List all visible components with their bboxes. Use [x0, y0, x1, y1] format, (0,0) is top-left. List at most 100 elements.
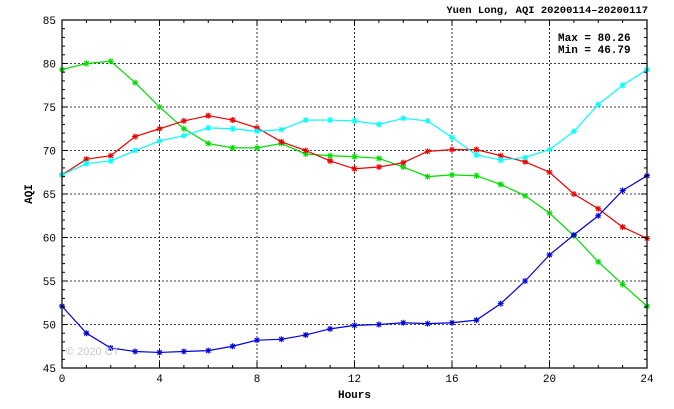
- data-point: [424, 117, 431, 124]
- x-tick-label: 20: [543, 374, 556, 386]
- data-point: [302, 117, 309, 124]
- data-point: [351, 322, 358, 329]
- data-point: [83, 330, 90, 337]
- data-point: [156, 349, 163, 356]
- data-point: [473, 151, 480, 158]
- data-point: [180, 348, 187, 355]
- data-point: [156, 104, 163, 110]
- data-point: [205, 347, 212, 354]
- data-point: [327, 117, 334, 124]
- stat-max: Max = 80.26: [558, 33, 631, 45]
- y-tick-label: 80: [43, 60, 56, 72]
- data-point: [254, 128, 260, 135]
- series-2: [59, 112, 650, 242]
- data-point: [595, 258, 602, 265]
- chart-title: Yuen Long, AQI 20200114–20200117: [446, 5, 648, 17]
- y-tick-label: 85: [43, 16, 56, 28]
- data-point: [595, 205, 602, 212]
- data-point: [546, 169, 553, 176]
- data-point: [497, 300, 504, 307]
- data-point: [302, 331, 309, 338]
- data-point: [595, 101, 602, 108]
- data-point: [473, 146, 480, 153]
- data-point: [619, 281, 626, 288]
- data-point: [473, 172, 480, 179]
- data-point: [229, 125, 236, 132]
- data-point: [351, 117, 358, 124]
- data-point: [497, 181, 504, 188]
- data-point: [229, 117, 236, 124]
- series-4: [59, 172, 650, 356]
- data-point: [302, 147, 309, 154]
- y-tick-label: 70: [43, 147, 56, 159]
- y-tick-label: 50: [43, 321, 56, 333]
- data-point: [375, 321, 382, 328]
- data-point: [424, 148, 431, 155]
- data-point: [205, 112, 212, 119]
- data-point: [619, 224, 626, 231]
- y-tick-label: 75: [43, 103, 56, 115]
- data-point: [522, 278, 529, 284]
- data-point: [278, 336, 285, 343]
- data-point: [132, 133, 139, 140]
- data-point: [132, 79, 139, 86]
- data-point: [449, 171, 455, 178]
- data-point: [570, 128, 577, 135]
- data-point: [424, 320, 431, 327]
- data-point: [522, 192, 529, 199]
- data-point: [327, 152, 334, 159]
- data-point: [619, 82, 626, 89]
- data-point: [180, 132, 187, 139]
- x-tick-label: 24: [640, 374, 654, 386]
- data-point: [546, 210, 553, 217]
- data-point: [546, 251, 553, 258]
- data-point: [351, 165, 358, 172]
- y-axis-title: AQI: [24, 184, 36, 204]
- data-point: [497, 157, 504, 164]
- data-point: [375, 121, 382, 128]
- data-point: [107, 157, 114, 164]
- data-point: [278, 138, 285, 145]
- data-point: [449, 134, 455, 141]
- data-point: [497, 152, 504, 159]
- data-point: [180, 125, 187, 132]
- data-point: [107, 344, 114, 351]
- data-point: [400, 115, 407, 122]
- data-point: [522, 154, 529, 161]
- data-point: [400, 164, 407, 171]
- watermark: © 2020 CT: [66, 346, 120, 358]
- data-point: [473, 317, 480, 324]
- data-point: [522, 158, 529, 165]
- data-point: [180, 117, 187, 124]
- data-point: [595, 212, 602, 219]
- series-1: [59, 58, 650, 310]
- data-point: [229, 144, 236, 151]
- data-point: [83, 156, 90, 163]
- data-point: [375, 155, 382, 162]
- data-point: [619, 187, 626, 194]
- x-axis-title: Hours: [338, 390, 371, 402]
- data-point: [83, 60, 90, 67]
- data-point: [132, 348, 139, 355]
- y-tick-label: 55: [43, 277, 56, 289]
- data-point: [278, 126, 285, 133]
- data-point: [449, 146, 455, 153]
- data-point: [327, 325, 334, 332]
- data-point: [254, 144, 260, 151]
- x-tick-label: 0: [59, 374, 66, 386]
- x-tick-label: 4: [156, 374, 163, 386]
- x-tick-label: 12: [348, 374, 361, 386]
- data-point: [302, 150, 309, 157]
- y-tick-label: 65: [43, 190, 56, 202]
- stat-min: Min = 46.79: [558, 45, 631, 57]
- data-point: [83, 160, 90, 167]
- data-point: [375, 164, 382, 171]
- x-tick-label: 8: [254, 374, 261, 386]
- data-point: [570, 231, 577, 238]
- data-point: [351, 153, 358, 160]
- series-group: [59, 58, 650, 356]
- data-point: [205, 140, 212, 147]
- data-point: [156, 137, 163, 144]
- data-point: [449, 319, 455, 326]
- x-tick-label: 16: [445, 374, 458, 386]
